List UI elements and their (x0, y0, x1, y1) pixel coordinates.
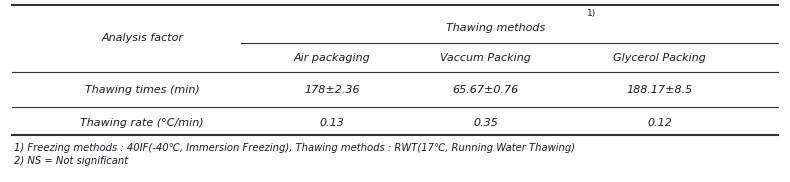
Text: 178±2.36: 178±2.36 (304, 85, 359, 95)
Text: Thawing rate (°C/min): Thawing rate (°C/min) (81, 118, 204, 128)
Text: 2) NS = Not significant: 2) NS = Not significant (14, 156, 128, 166)
Text: Analysis factor: Analysis factor (101, 33, 183, 43)
Text: Thawing times (min): Thawing times (min) (85, 85, 200, 95)
Text: Air packaging: Air packaging (293, 53, 371, 63)
Text: 1): 1) (586, 9, 596, 18)
Text: Glycerol Packing: Glycerol Packing (613, 53, 706, 63)
Text: 1) Freezing methods : 40IF(-40℃, Immersion Freezing), Thawing methods : RWT(17℃,: 1) Freezing methods : 40IF(-40℃, Immersi… (14, 143, 575, 153)
Text: Vaccum Packing: Vaccum Packing (440, 53, 532, 63)
Text: 0.13: 0.13 (319, 118, 344, 128)
Text: Thawing methods: Thawing methods (446, 23, 545, 33)
Text: 0.35: 0.35 (473, 118, 498, 128)
Text: 0.12: 0.12 (647, 118, 672, 128)
Text: 65.67±0.76: 65.67±0.76 (453, 85, 519, 95)
Text: 188.17±8.5: 188.17±8.5 (626, 85, 693, 95)
